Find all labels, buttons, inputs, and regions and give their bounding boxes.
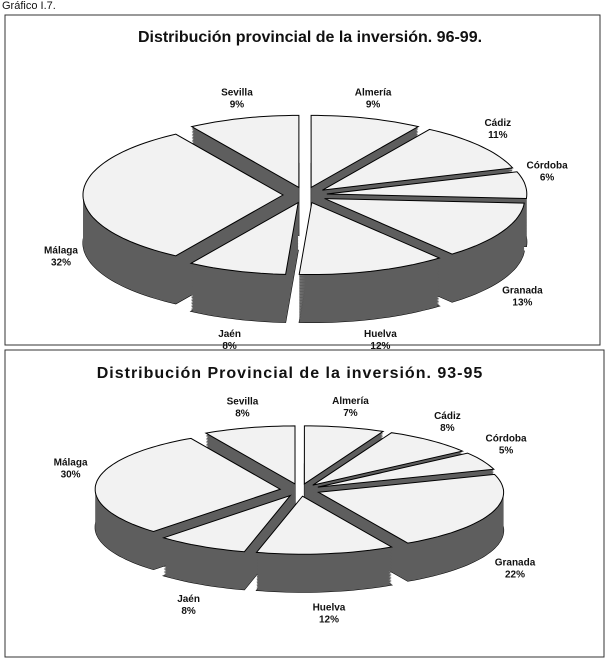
slice-top <box>190 114 300 189</box>
slice-label: Almería <box>355 87 392 98</box>
slice-label: Cádiz <box>434 411 461 422</box>
pie-slice <box>298 201 441 323</box>
slice-value-label: 6% <box>540 173 555 184</box>
slice-value-label: 30% <box>61 470 81 481</box>
slice-label: Granada <box>495 557 536 568</box>
slice-top <box>326 171 528 200</box>
slice-top <box>255 495 394 555</box>
slice-top <box>189 201 299 275</box>
slice-value-label: 5% <box>499 446 514 457</box>
slice-top <box>303 425 385 485</box>
slice-top <box>204 425 296 485</box>
slice-label: Jaén <box>218 329 241 340</box>
slice-top <box>312 432 465 486</box>
slice-value-label: 8% <box>181 606 196 617</box>
chart-title: Distribución Provincial de la inversión.… <box>97 365 484 382</box>
caption: Gráfico I.7. <box>2 0 56 12</box>
slice-top <box>316 473 505 544</box>
slice-label: Córdoba <box>527 161 569 172</box>
chart-frame <box>4 14 601 346</box>
slice-label: Sevilla <box>227 396 259 407</box>
slice-value-label: 11% <box>488 130 508 141</box>
slice-label: Granada <box>502 286 543 297</box>
slice-top <box>324 198 525 255</box>
slice-value-label: 8% <box>235 408 250 419</box>
slice-top <box>317 452 495 488</box>
slice-label: Cádiz <box>484 118 511 129</box>
slice-value-label: 13% <box>512 298 532 309</box>
slice-value-label: 9% <box>366 99 381 110</box>
slice-label: Almería <box>332 396 369 407</box>
slice-top <box>310 114 420 189</box>
slice-value-label: 9% <box>230 99 245 110</box>
slice-top <box>322 128 514 191</box>
slice-value-label: 12% <box>319 615 339 626</box>
slice-value-label: 22% <box>505 569 525 580</box>
chart-frame <box>4 349 605 658</box>
slice-top <box>161 494 292 553</box>
slice-value-label: 8% <box>440 423 455 434</box>
pie-slice <box>316 473 505 582</box>
slice-top <box>298 201 441 275</box>
slice-value-label: 12% <box>370 341 390 352</box>
pie-slice <box>82 133 285 305</box>
slice-label: Córdoba <box>485 434 527 445</box>
slice-label: Huelva <box>313 603 346 614</box>
slice-label: Huelva <box>364 329 397 340</box>
slice-label: Málaga <box>44 246 78 257</box>
slice-label: Sevilla <box>221 87 253 98</box>
slice-value-label: 32% <box>51 258 71 269</box>
slice-label: Jaén <box>177 594 200 605</box>
slice-top <box>94 437 282 533</box>
slice-value-label: 7% <box>343 408 358 419</box>
slice-top <box>82 133 285 257</box>
slice-label: Málaga <box>54 458 88 469</box>
pie-slice <box>94 437 282 571</box>
pie-slice <box>189 201 299 323</box>
pie-slice <box>255 495 394 593</box>
slice-value-label: 8% <box>222 341 237 352</box>
chart-title: Distribución provincial de la inversión.… <box>138 29 482 46</box>
